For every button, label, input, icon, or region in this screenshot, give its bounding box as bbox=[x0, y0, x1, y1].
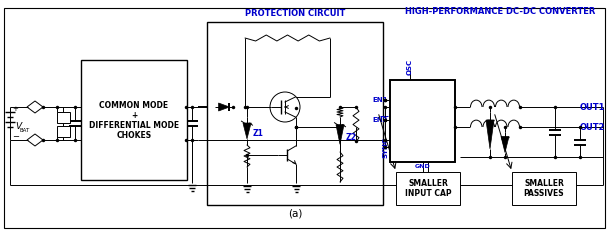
Polygon shape bbox=[336, 125, 344, 144]
Text: BAT: BAT bbox=[20, 128, 30, 133]
Text: Z2: Z2 bbox=[346, 133, 357, 142]
Text: CHOKES: CHOKES bbox=[116, 131, 152, 140]
Bar bbox=[57, 126, 70, 137]
Text: PROTECTION CIRCUIT: PROTECTION CIRCUIT bbox=[245, 10, 345, 18]
Text: DC-DC: DC-DC bbox=[406, 114, 438, 123]
Text: −: − bbox=[12, 133, 19, 141]
Bar bbox=[390, 80, 455, 162]
Text: +: + bbox=[12, 106, 18, 112]
Text: OUT1: OUT1 bbox=[580, 103, 605, 112]
Text: SMALLER
INPUT CAP: SMALLER INPUT CAP bbox=[405, 179, 451, 198]
Text: Z1: Z1 bbox=[253, 129, 264, 138]
Text: GND: GND bbox=[415, 164, 431, 169]
Text: +: + bbox=[131, 112, 137, 120]
Bar bbox=[512, 172, 576, 205]
Polygon shape bbox=[219, 103, 230, 111]
Text: HIGH-PERFORMANCE DC-DC CONVERTER: HIGH-PERFORMANCE DC-DC CONVERTER bbox=[405, 7, 595, 17]
Text: OSC: OSC bbox=[407, 59, 413, 75]
Text: SYNC: SYNC bbox=[382, 137, 388, 158]
Text: COMMON MODE: COMMON MODE bbox=[99, 102, 169, 110]
Text: EN1: EN1 bbox=[373, 97, 388, 103]
Polygon shape bbox=[501, 137, 509, 153]
Text: DIFFERENTIAL MODE: DIFFERENTIAL MODE bbox=[89, 121, 179, 130]
Text: MAX5073: MAX5073 bbox=[398, 123, 446, 133]
Bar bbox=[57, 112, 70, 123]
Text: OUT2: OUT2 bbox=[580, 123, 605, 131]
Bar bbox=[81, 60, 187, 180]
Text: EN2: EN2 bbox=[373, 117, 388, 123]
Text: V: V bbox=[15, 122, 21, 131]
Text: (a): (a) bbox=[288, 209, 302, 219]
Bar bbox=[396, 172, 460, 205]
Bar bbox=[207, 22, 383, 205]
Text: SMALLER
PASSIVES: SMALLER PASSIVES bbox=[524, 179, 565, 198]
Polygon shape bbox=[243, 123, 251, 139]
Polygon shape bbox=[486, 120, 494, 149]
